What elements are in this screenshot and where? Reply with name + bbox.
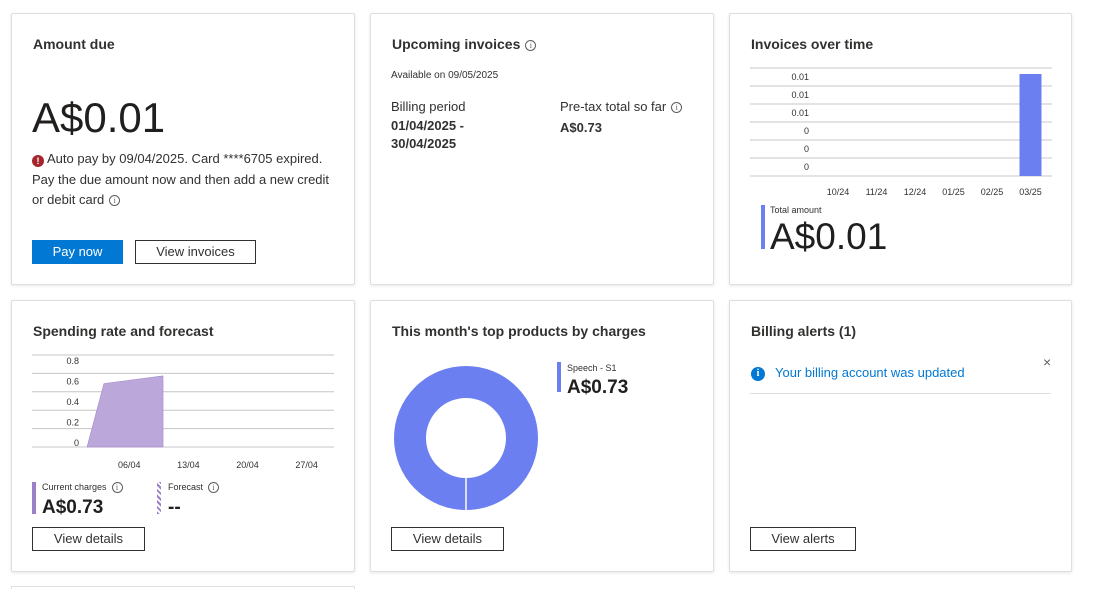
x-tick-label: 12/24 [904,187,927,197]
product-value: A$0.73 [567,377,629,398]
x-tick-label: 01/25 [942,187,965,197]
info-icon[interactable]: i [208,482,220,494]
billing-period-value-start: 01/04/2025 - [391,118,465,133]
info-icon[interactable]: i [109,195,121,207]
invoices-over-time-title: Invoices over time [751,36,874,52]
current-charges-label: Current charges [42,482,107,492]
x-tick-label: 02/25 [981,187,1004,197]
invoices-over-time-card: Invoices over time 0.01 0.01 0.01 0 0 0 10/24 1… [729,13,1072,285]
billing-period-value-end: 30/04/2025 [391,136,457,151]
spending-title: Spending rate and forecast [33,323,214,339]
available-on-text: Available on 09/05/2025 [391,70,499,81]
y-tick-label: 0.01 [791,108,809,118]
view-invoices-button[interactable]: View invoices [135,240,256,264]
pretax-label: Pre-tax total so far [560,99,667,114]
billing-period-label: Billing period [391,99,466,114]
current-charges-area [86,375,164,448]
x-tick-label: 11/24 [866,187,888,197]
alert-divider [750,393,1051,394]
upcoming-invoices-title: Upcoming invoices i [392,36,537,52]
info-icon[interactable]: i [671,102,683,114]
product-label: Speech - S1 [567,363,617,373]
donut-slice [394,366,538,510]
close-icon[interactable]: × [1043,354,1052,370]
total-amount-marker [761,205,765,249]
info-filled-icon: i [751,367,765,381]
spending-area-chart: 0.8 0.6 0.4 0.2 0 06/04 13/04 20/04 27/04 [32,354,334,470]
top-products-donut-chart [394,366,538,510]
y-tick-label: 0.8 [66,356,79,366]
x-tick-label: 13/04 [177,460,200,470]
spending-card: Spending rate and forecast 0.8 0.6 0.4 0.2 0… [11,300,355,572]
y-tick-label: 0.4 [66,397,79,407]
forecast-value: -- [168,497,181,518]
forecast-marker [157,482,161,514]
invoices-bar-chart: 0.01 0.01 0.01 0 0 0 10/24 11/24 12/24 01/25 02/25… [750,67,1052,197]
info-icon[interactable]: i [525,39,537,51]
amount-due-title: Amount due [33,36,115,52]
view-details-button[interactable]: View details [32,527,145,551]
x-tick-label: 06/04 [118,460,141,470]
billing-alerts-title: Billing alerts (1) [751,323,857,339]
y-tick-label: 0 [804,126,809,136]
billing-alerts-card: Billing alerts (1) × i Your billing acco… [729,300,1072,572]
top-products-card: This month's top products by charges Spe… [370,300,714,572]
current-charges-marker [32,482,36,514]
pretax-label-row: Pre-tax total so far i [560,99,683,114]
autopay-message-text: Auto pay by 09/04/2025. Card ****6705 ex… [32,151,330,207]
pay-now-button[interactable]: Pay now [32,240,123,264]
upcoming-invoices-card: Upcoming invoices i Available on 09/05/20… [370,13,714,285]
y-tick-label: 0 [804,144,809,154]
product-marker [557,362,561,392]
autopay-message: ! Auto pay by 09/04/2025. Card ****6705 e… [32,149,342,211]
view-alerts-button[interactable]: View alerts [750,527,856,551]
amount-due-card: Amount due A$0.01 ! Auto pay by 09/04/202… [11,13,355,285]
forecast-label: Forecast [168,482,204,492]
x-tick-label: 27/04 [295,460,318,470]
y-tick-label: 0.01 [791,72,809,82]
top-products-title: This month's top products by charges [392,323,646,339]
billing-alert-link[interactable]: Your billing account was updated [775,365,965,380]
x-tick-label: 20/04 [236,460,259,470]
x-tick-label: 10/24 [827,187,850,197]
pretax-value: A$0.73 [560,120,602,135]
next-card-edge [11,586,355,589]
total-amount-label: Total amount [770,205,822,215]
forecast-label-row: Forecast i [168,482,220,494]
x-tick-label: 03/25 [1019,187,1042,197]
amount-due-value: A$0.01 [32,94,166,141]
view-details-button[interactable]: View details [391,527,504,551]
y-tick-label: 0.2 [66,418,79,428]
y-tick-label: 0 [804,162,809,172]
bar [1019,74,1042,176]
current-charges-value: A$0.73 [42,497,104,518]
info-icon[interactable]: i [111,482,123,494]
upcoming-invoices-title-text: Upcoming invoices [392,36,521,52]
y-tick-label: 0.6 [66,377,79,387]
y-tick-label: 0 [74,438,79,448]
y-tick-label: 0.01 [791,90,809,100]
total-amount-value: A$0.01 [770,216,888,257]
error-icon: ! [32,155,44,167]
current-charges-label-row: Current charges i [42,482,123,494]
